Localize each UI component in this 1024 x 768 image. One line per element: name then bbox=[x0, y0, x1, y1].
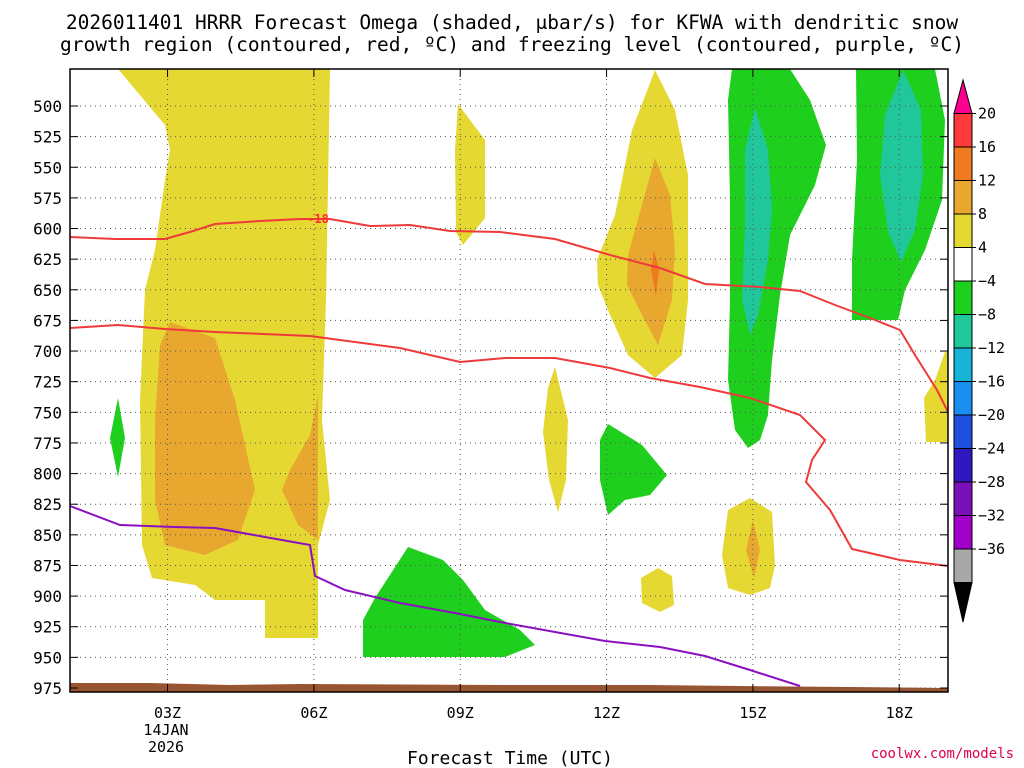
y-tick-label: 825 bbox=[33, 495, 62, 514]
colorbar-swatch bbox=[953, 247, 973, 282]
downward-motion-area-15z-core bbox=[742, 108, 772, 335]
y-tick-label: 600 bbox=[33, 220, 62, 239]
credit-text: coolwx.com/models bbox=[871, 746, 1014, 762]
y-tick-label: 875 bbox=[33, 556, 62, 575]
surface-terrain bbox=[70, 683, 948, 692]
chart-title-line2: growth region (contoured, red, ºC) and f… bbox=[60, 33, 964, 56]
colorbar-bottom-arrow bbox=[953, 582, 973, 623]
colorbar-tick-label: −4 bbox=[978, 272, 996, 290]
colorbar-tick-label: 12 bbox=[978, 172, 996, 190]
downward-motion-area-18z-core bbox=[880, 70, 923, 262]
colorbar-swatch bbox=[953, 347, 973, 382]
colorbar-swatch bbox=[953, 414, 973, 449]
upward-motion-area-11z bbox=[543, 367, 568, 512]
upward-motion-area-09z bbox=[455, 104, 485, 245]
y-tick-label: 850 bbox=[33, 526, 62, 545]
y-tick-label: 775 bbox=[33, 434, 62, 453]
colorbar-swatch bbox=[953, 314, 973, 349]
upward-motion-area-13z-core bbox=[627, 158, 675, 345]
y-tick-label: 675 bbox=[33, 311, 62, 330]
y-tick-label: 950 bbox=[33, 648, 62, 667]
y-tick-label: 550 bbox=[33, 158, 62, 177]
colorbar-tick-label: −24 bbox=[978, 440, 1005, 458]
y-tick-label: 975 bbox=[33, 679, 62, 698]
y-tick-label: 525 bbox=[33, 128, 62, 147]
y-tick-label: 925 bbox=[33, 618, 62, 637]
colorbar-swatch bbox=[953, 481, 973, 516]
x-tick-label: 15Z bbox=[739, 704, 766, 722]
dgz-contour-minus-12 bbox=[69, 323, 949, 567]
y-tick-label: 575 bbox=[33, 189, 62, 208]
upward-motion-area-core bbox=[155, 322, 255, 555]
y-tick-label: 650 bbox=[33, 281, 62, 300]
colorbar: 20 16 12 8 4 −4 −8 −12 −16 −20 −24 −28 −32 −36 bbox=[953, 78, 1005, 623]
y-tick-label: 750 bbox=[33, 403, 62, 422]
upward-motion-area-19z bbox=[924, 352, 948, 442]
colorbar-tick-label: 8 bbox=[978, 205, 987, 223]
x-axis-label: Forecast Time (UTC) bbox=[407, 748, 613, 768]
y-axis: 500 525 550 575 600 625 650 675 700 725 750 775 800 8… bbox=[33, 97, 948, 698]
x-axis: 03Z 06Z 09Z 12Z 15Z 18Z bbox=[154, 69, 913, 722]
colorbar-tick-label: −36 bbox=[978, 540, 1005, 558]
x-tick-label: 09Z bbox=[447, 704, 474, 722]
colorbar-swatch bbox=[953, 146, 973, 181]
y-tick-label: 900 bbox=[33, 587, 62, 606]
colorbar-swatch bbox=[953, 548, 973, 583]
colorbar-swatch bbox=[953, 448, 973, 483]
colorbar-swatch bbox=[953, 280, 973, 315]
colorbar-tick-label: −16 bbox=[978, 373, 1005, 391]
x-date-label-year: 2026 bbox=[148, 738, 184, 756]
colorbar-tick-label: −8 bbox=[978, 306, 996, 324]
colorbar-tick-label: 4 bbox=[978, 239, 987, 257]
y-tick-label: 500 bbox=[33, 97, 62, 116]
colorbar-swatch bbox=[953, 113, 973, 148]
upward-motion-area-13z-max bbox=[651, 250, 659, 296]
colorbar-tick-label: −32 bbox=[978, 507, 1005, 525]
y-tick-label: 800 bbox=[33, 465, 62, 484]
colorbar-tick-label: −12 bbox=[978, 339, 1005, 357]
colorbar-top-arrow bbox=[953, 78, 973, 114]
colorbar-swatch bbox=[953, 381, 973, 416]
dgz-contour-label: -18 bbox=[307, 212, 329, 226]
y-tick-label: 700 bbox=[33, 342, 62, 361]
colorbar-swatch bbox=[953, 180, 973, 215]
omega-shading bbox=[110, 69, 948, 657]
x-tick-label: 06Z bbox=[300, 704, 327, 722]
freezing-level-contour bbox=[69, 505, 801, 687]
colorbar-swatch bbox=[953, 213, 973, 248]
colorbar-swatch bbox=[953, 515, 973, 550]
x-date-label-day: 14JAN bbox=[143, 721, 188, 739]
colorbar-tick-label: −28 bbox=[978, 473, 1005, 491]
upward-motion-area-13z-low bbox=[641, 568, 674, 612]
upward-motion-area-left-sliver bbox=[110, 398, 125, 477]
downward-motion-area-08z bbox=[363, 547, 535, 657]
colorbar-tick-label: −20 bbox=[978, 406, 1005, 424]
colorbar-tick-label: 20 bbox=[978, 105, 996, 123]
x-tick-label: 12Z bbox=[593, 704, 620, 722]
y-tick-label: 625 bbox=[33, 250, 62, 269]
x-tick-label: 03Z bbox=[154, 704, 181, 722]
plot-area: -18 bbox=[69, 68, 949, 693]
dgz-contour-minus-18 bbox=[69, 218, 949, 413]
colorbar-tick-label: 16 bbox=[978, 138, 996, 156]
downward-motion-area-12z bbox=[600, 424, 667, 515]
x-tick-label: 18Z bbox=[886, 704, 913, 722]
chart-title-line1: 2026011401 HRRR Forecast Omega (shaded, … bbox=[66, 11, 958, 34]
y-tick-label: 725 bbox=[33, 373, 62, 392]
plot-frame bbox=[69, 68, 949, 693]
